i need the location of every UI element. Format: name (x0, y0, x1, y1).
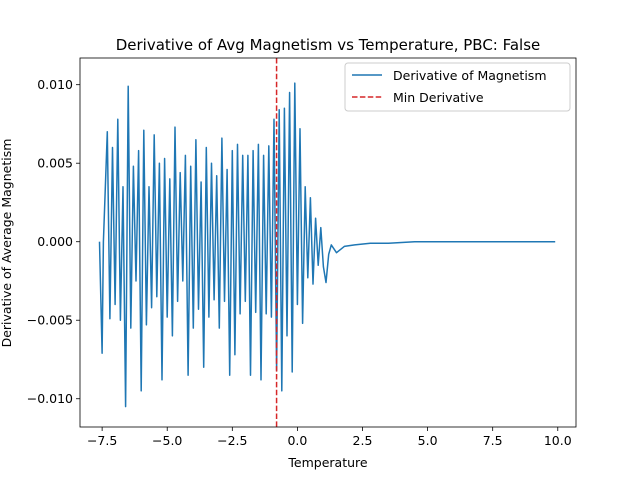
x-axis-title: Temperature (287, 455, 367, 470)
y-axis-title: Derivative of Average Magnetism (0, 139, 14, 348)
chart-title: Derivative of Avg Magnetism vs Temperatu… (116, 36, 541, 54)
x-tick-label-7-5: −7.5 (87, 433, 117, 448)
series-derivative-of-magnetism-line (98, 82, 556, 408)
legend: Derivative of Magnetism Min Derivative (344, 62, 571, 112)
y-tick-label-0-010: −0.010 (27, 391, 73, 406)
plot-frame (79, 57, 577, 428)
x-tick-label-0-0: 0.0 (287, 433, 307, 448)
x-tick-label-2-5: 2.5 (353, 433, 373, 448)
x-tick-label-5-0: −5.0 (152, 433, 182, 448)
y-tick-label-0-005: −0.005 (27, 313, 73, 328)
legend-label-derivative-of-magnetism: Derivative of Magnetism (393, 68, 547, 83)
plot-area (98, 58, 556, 427)
x-tick-label-10-0: 10.0 (544, 433, 572, 448)
x-axis-ticks: −7.5 −5.0 −2.5 0.0 2.5 5.0 7.5 10.0 (87, 427, 572, 448)
x-tick-label-7-5: 7.5 (483, 433, 503, 448)
y-tick-label-0-010: 0.010 (37, 77, 73, 92)
legend-frame (344, 62, 571, 112)
x-tick-label-2-5: −2.5 (217, 433, 247, 448)
y-axis-ticks: −0.010 −0.005 0.000 0.005 0.010 (27, 77, 80, 406)
legend-label-min-derivative: Min Derivative (393, 90, 484, 105)
y-tick-label-0-005: 0.005 (37, 156, 73, 171)
x-tick-label-5-0: 5.0 (418, 433, 438, 448)
y-tick-label-0-000: 0.000 (37, 234, 73, 249)
